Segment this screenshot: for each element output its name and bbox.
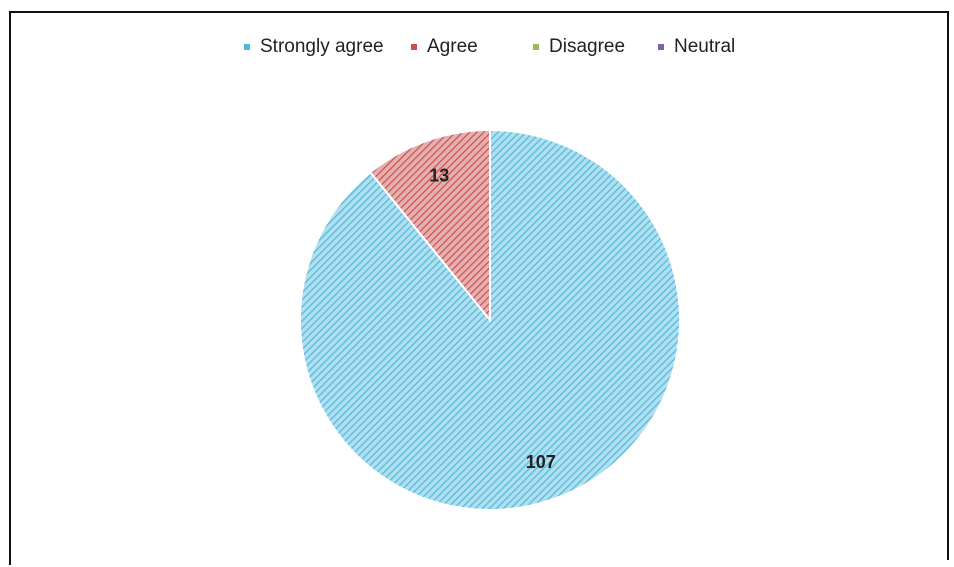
legend-marker — [411, 44, 417, 50]
legend-marker — [533, 44, 539, 50]
legend-label: Neutral — [674, 36, 735, 57]
legend-marker — [244, 44, 250, 50]
legend-marker — [658, 44, 664, 50]
data-label: 107 — [526, 452, 556, 472]
data-label: 13 — [429, 165, 449, 185]
legend-label: Agree — [427, 36, 478, 57]
legend-label: Strongly agree — [260, 36, 384, 57]
legend-label: Disagree — [549, 36, 625, 57]
frame — [9, 11, 949, 565]
pie-slice — [369, 128, 491, 323]
